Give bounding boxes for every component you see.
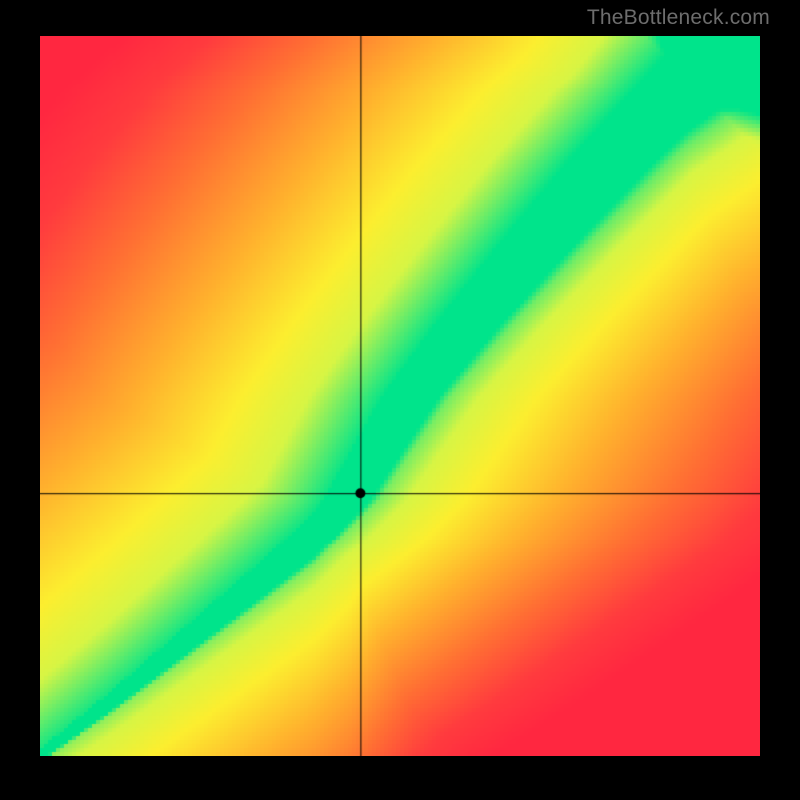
chart-container: TheBottleneck.com: [0, 0, 800, 800]
plot-area: [40, 36, 760, 756]
heatmap-canvas: [40, 36, 760, 756]
watermark-text: TheBottleneck.com: [587, 6, 770, 30]
